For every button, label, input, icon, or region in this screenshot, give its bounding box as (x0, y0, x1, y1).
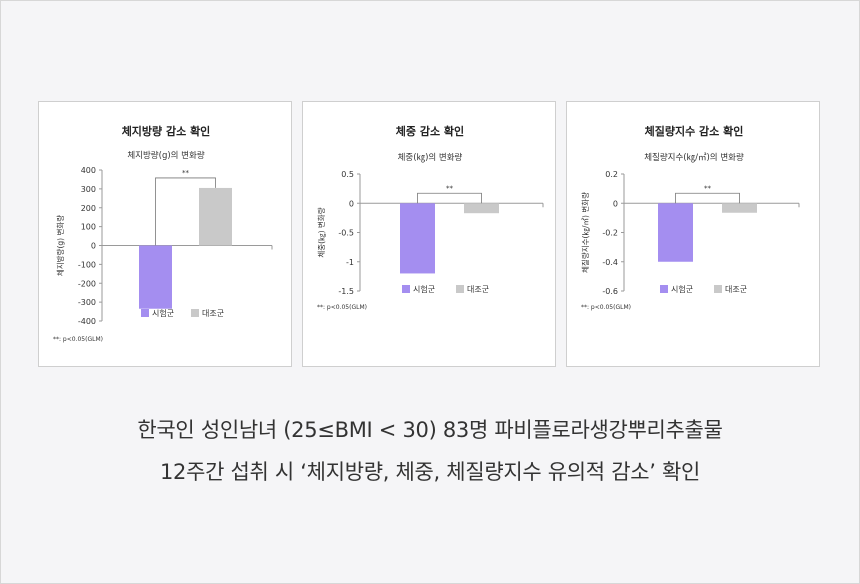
y-tick-label: -0.2 (602, 229, 618, 238)
significance-bracket (417, 192, 482, 204)
bar-treatment (139, 245, 172, 309)
legend-label: 시험군 (413, 285, 435, 294)
y-tick-label: -0.4 (602, 258, 618, 267)
caption-line-1: 한국인 성인남녀 (25≤BMI < 30) 83명 파비플로라생강뿌리추출물 (137, 418, 723, 442)
y-tick-label: -200 (78, 279, 96, 288)
legend-label: 시험군 (152, 309, 174, 318)
chart-subtitle: 체질량지수(㎏/㎡)의 변화량 (644, 152, 744, 163)
significance-bracket (675, 192, 740, 204)
y-tick-label: -1.5 (338, 287, 354, 296)
chart-title: 체지방량 감소 확인 (122, 124, 211, 138)
footnote: **: p<0.05(GLM) (53, 336, 103, 343)
significance-bracket (155, 177, 216, 246)
bar-control (199, 187, 232, 246)
y-tick-label: -0.5 (338, 229, 354, 238)
chart-title: 체중 감소 확인 (396, 124, 464, 138)
y-tick-label: 100 (81, 223, 96, 232)
y-tick-label: 0 (349, 199, 354, 208)
y-tick-label: 0 (613, 199, 618, 208)
legend-label: 대조군 (202, 309, 224, 318)
y-tick-label: -0.6 (602, 287, 618, 296)
y-tick-label: 0.5 (341, 170, 354, 179)
y-axis-label: 체질량지수(㎏/㎡) 변화량 (580, 192, 591, 273)
legend-swatch-treatment (402, 285, 410, 293)
chart-title: 체질량지수 감소 확인 (645, 124, 744, 138)
legend-label: 대조군 (725, 285, 747, 294)
legend-swatch-control (456, 285, 464, 293)
legend-swatch-control (714, 285, 722, 293)
chart-subtitle: 체지방량(g)의 변화량 (127, 150, 204, 161)
y-tick-label: 0.2 (605, 170, 618, 179)
y-tick-label: 300 (81, 185, 96, 194)
legend-label: 대조군 (467, 285, 489, 294)
bar-treatment (658, 203, 693, 262)
y-tick-label: -100 (78, 260, 96, 269)
significance-mark: ** (704, 184, 712, 192)
footnote: **: p<0.05(GLM) (581, 304, 631, 311)
bar-treatment (400, 203, 435, 274)
legend-label: 시험군 (671, 285, 693, 294)
significance-mark: ** (446, 184, 454, 192)
significance-mark: ** (182, 169, 190, 177)
legend-swatch-treatment (660, 285, 668, 293)
caption-line-2: 12주간 섭취 시 ‘체지방량, 체중, 체질량지수 유의적 감소’ 확인 (159, 460, 701, 484)
legend-swatch-control (191, 309, 199, 317)
y-tick-label: -1 (346, 258, 354, 267)
bar-control (722, 203, 757, 213)
y-axis-label: 체지방량(g) 변화량 (55, 215, 65, 276)
y-tick-label: 0 (91, 242, 96, 251)
y-tick-label: -300 (78, 298, 96, 307)
legend-swatch-treatment (141, 309, 149, 317)
y-tick-label: -400 (78, 317, 96, 326)
y-tick-label: 200 (81, 204, 96, 213)
bar-control (464, 203, 499, 214)
footnote: **: p<0.05(GLM) (317, 304, 367, 311)
y-tick-label: 400 (81, 166, 96, 175)
chart-subtitle: 체중(㎏)의 변화량 (398, 152, 463, 163)
y-axis-label: 체중(㎏) 변화량 (316, 207, 327, 257)
